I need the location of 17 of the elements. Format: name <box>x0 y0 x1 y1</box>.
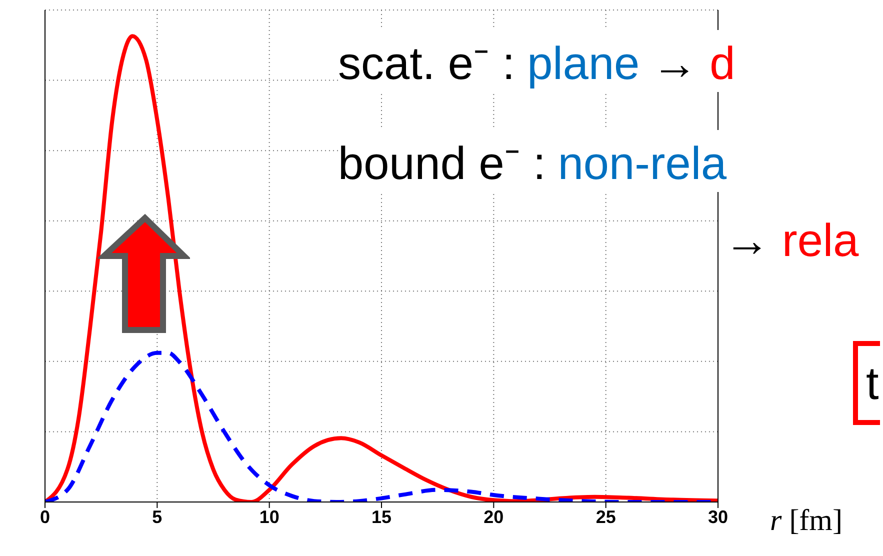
x-tick-label: 25 <box>596 506 616 527</box>
annotation: d <box>710 37 736 89</box>
annotation: → <box>652 37 698 89</box>
annotation: bound e⁻ : <box>338 137 546 189</box>
annotation: non-rela <box>558 137 727 189</box>
x-tick-label: 30 <box>708 506 728 527</box>
text: rela <box>782 214 859 266</box>
text: → <box>724 214 770 266</box>
x-tick-label: 5 <box>152 506 162 527</box>
x-tick-label: 10 <box>259 506 280 527</box>
x-tick-label: 15 <box>371 506 392 527</box>
x-tick-label: 0 <box>40 506 50 527</box>
annotation: scat. e⁻ : <box>338 37 516 89</box>
x-axis-title: r [fm] <box>770 504 842 538</box>
text: t <box>866 357 879 409</box>
annotation: plane <box>527 37 640 89</box>
x-tick-label: 20 <box>484 506 504 527</box>
